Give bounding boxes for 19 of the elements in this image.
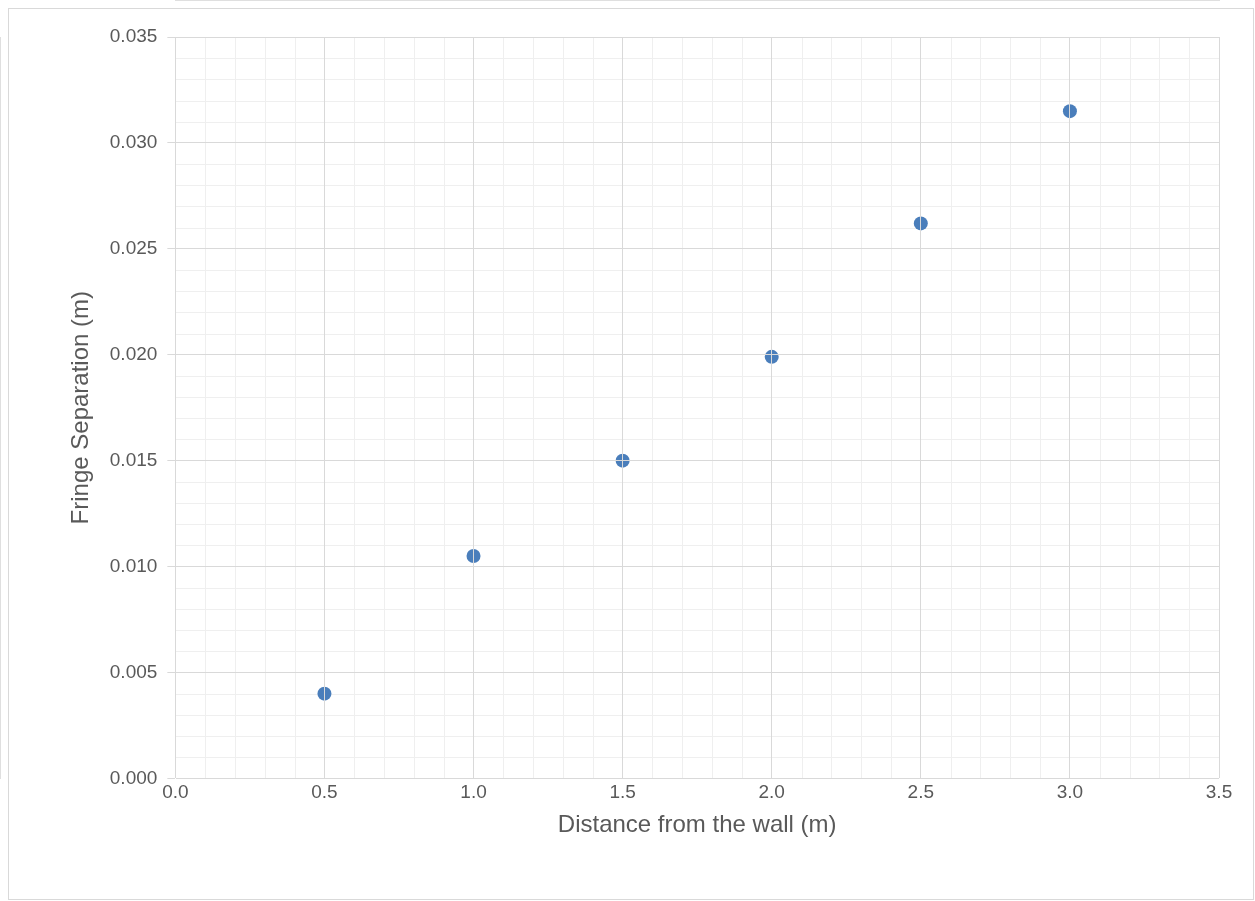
x-tick-label: 0.0 xyxy=(162,781,189,803)
y-tick-label: 0.010 xyxy=(109,554,158,576)
x-tick-label: 2.5 xyxy=(907,781,935,803)
x-axis-title: Distance from the wall (m) xyxy=(557,810,837,838)
y-tick-label: 0.035 xyxy=(109,25,158,47)
y-tick-label: 0.020 xyxy=(109,342,158,364)
x-tick-label: 3.0 xyxy=(1056,781,1084,803)
x-tick-label: 2.0 xyxy=(758,781,785,803)
x-tick-label: 1.5 xyxy=(609,781,636,803)
y-tick-label: 0.000 xyxy=(109,766,158,788)
y-axis-title: Fringe Separation (m) xyxy=(66,290,94,525)
y-tick-label: 0.030 xyxy=(109,131,158,153)
x-tick-label: 0.5 xyxy=(311,781,338,803)
point xyxy=(1062,104,1077,119)
x-tick-label: 3.5 xyxy=(1205,781,1233,803)
y-tick-label: 0.005 xyxy=(109,660,158,682)
x-tick-label: 1.0 xyxy=(460,781,487,803)
y-tick-label: 0.025 xyxy=(109,237,158,259)
y-tick-label: 0.015 xyxy=(109,448,158,470)
